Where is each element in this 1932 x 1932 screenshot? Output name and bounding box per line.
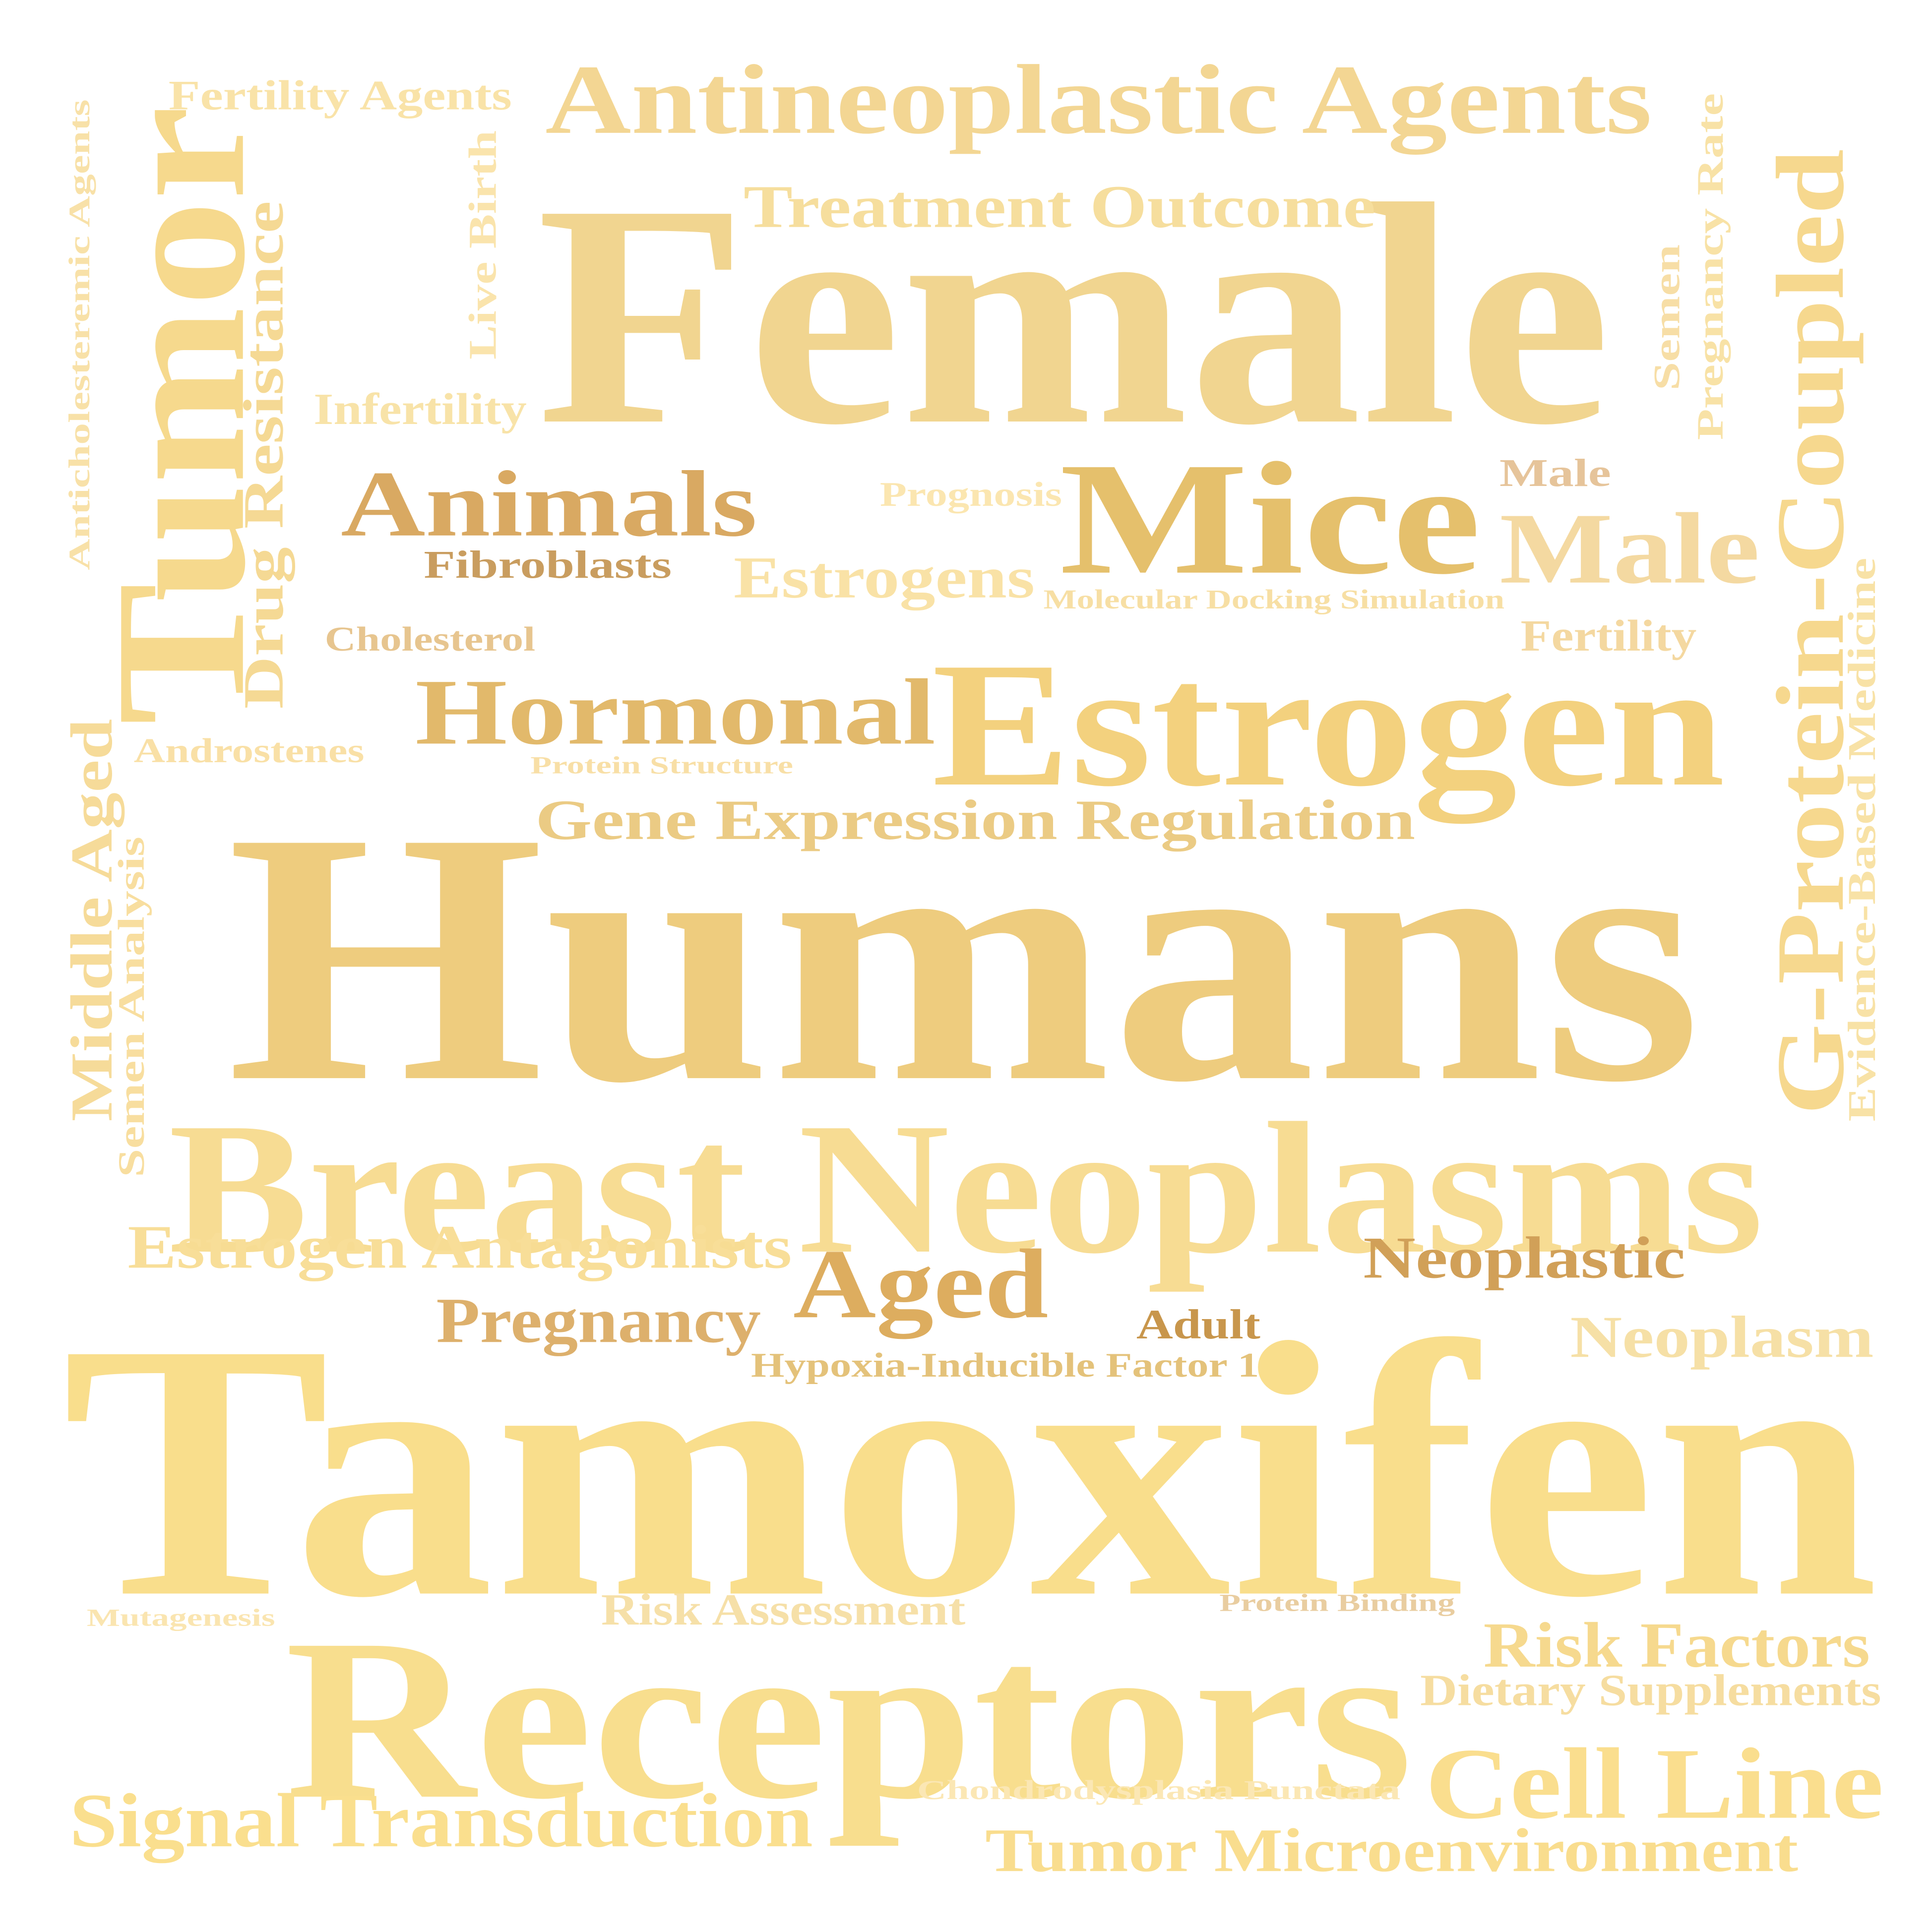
word-chondrodysplasia-punctata: Chondrodysplasia Punctata bbox=[917, 1775, 1400, 1805]
word-cholesterol: Cholesterol bbox=[325, 620, 536, 659]
word-anticholesteremic-agents: Anticholesteremic Agents bbox=[63, 99, 96, 570]
word-dietary-supplements: Dietary Supplements bbox=[1420, 1666, 1881, 1715]
word-live-birth: Live Birth bbox=[461, 130, 504, 360]
word-gene-expression-regulation: Gene Expression Regulation bbox=[535, 788, 1415, 851]
word-risk-assessment: Risk Assessment bbox=[601, 1585, 966, 1634]
word-neoplastic: Neoplastic bbox=[1363, 1224, 1685, 1290]
word-semen-analysis: Semen Analysis bbox=[111, 837, 152, 1177]
word-tamoxifen: Tamoxifen bbox=[62, 1268, 1879, 1673]
word-estrogen: Estrogen bbox=[932, 625, 1725, 826]
word-male-small: Male bbox=[1499, 451, 1611, 495]
word-fertility: Fertility bbox=[1521, 611, 1697, 661]
word-aged: Aged bbox=[793, 1229, 1049, 1339]
word-estrogens: Estrogens bbox=[734, 544, 1035, 611]
word-risk-factors: Risk Factors bbox=[1484, 1610, 1870, 1681]
word-neoplasm: Neoplasm bbox=[1570, 1304, 1873, 1370]
word-animals: Animals bbox=[341, 452, 757, 556]
word-signal-transduction: Signal Transduction bbox=[69, 1778, 813, 1863]
word-antineoplastic-agents: Antineoplastic Agents bbox=[545, 45, 1652, 155]
word-semen: Semen bbox=[1646, 244, 1687, 391]
word-treatment-outcome: Treatment Outcome bbox=[744, 174, 1375, 241]
word-drug-resistance: Drug Resistance bbox=[232, 201, 295, 709]
word-molecular-docking-simulation: Molecular Docking Simulation bbox=[1044, 584, 1504, 614]
word-fertility-agents: Fertility Agents bbox=[169, 72, 512, 119]
word-breast-neoplasms: Breast Neoplasms bbox=[169, 1085, 1763, 1293]
word-prognosis: Prognosis bbox=[880, 476, 1062, 514]
word-g-protein-coupled: G-Protein-Coupled bbox=[1757, 149, 1864, 1115]
word-mice: Mice bbox=[1059, 430, 1481, 608]
word-female: Female bbox=[537, 139, 1611, 490]
word-protein-structure: Protein Structure bbox=[530, 751, 793, 779]
word-fibroblasts: Fibroblasts bbox=[424, 543, 672, 587]
word-humans: Humans bbox=[227, 758, 1701, 1156]
word-pregnancy-rate: Pregnancy Rate bbox=[1690, 93, 1731, 440]
word-pregnancy: Pregnancy bbox=[436, 1285, 761, 1356]
word-mutagenesis: Mutagenesis bbox=[87, 1603, 275, 1631]
word-receptors: Receptors bbox=[285, 1591, 1413, 1847]
word-hypoxia-inducible-factor-1: Hypoxia-Inducible Factor 1 bbox=[751, 1346, 1259, 1385]
word-adult: Adult bbox=[1136, 1301, 1260, 1348]
word-middle-aged: Middle Aged bbox=[59, 719, 125, 1122]
word-male-large: Male bbox=[1499, 492, 1760, 605]
word-tumor-microenvironment: Tumor Microenvironment bbox=[985, 1816, 1798, 1885]
word-androstenes: Androstenes bbox=[134, 732, 365, 770]
word-estrogen-antagonists: Estrogen Antagonists bbox=[127, 1213, 792, 1281]
word-tumor: Tumor bbox=[78, 106, 284, 725]
word-hormonal: Hormonal bbox=[415, 661, 935, 765]
word-evidence-based-medicine: Evidence-Based Medicine bbox=[1840, 558, 1884, 1122]
word-protein-binding: Protein Binding bbox=[1219, 1588, 1455, 1616]
word-cell-line: Cell Line bbox=[1425, 1728, 1883, 1840]
word-infertility: Infertility bbox=[313, 385, 527, 434]
